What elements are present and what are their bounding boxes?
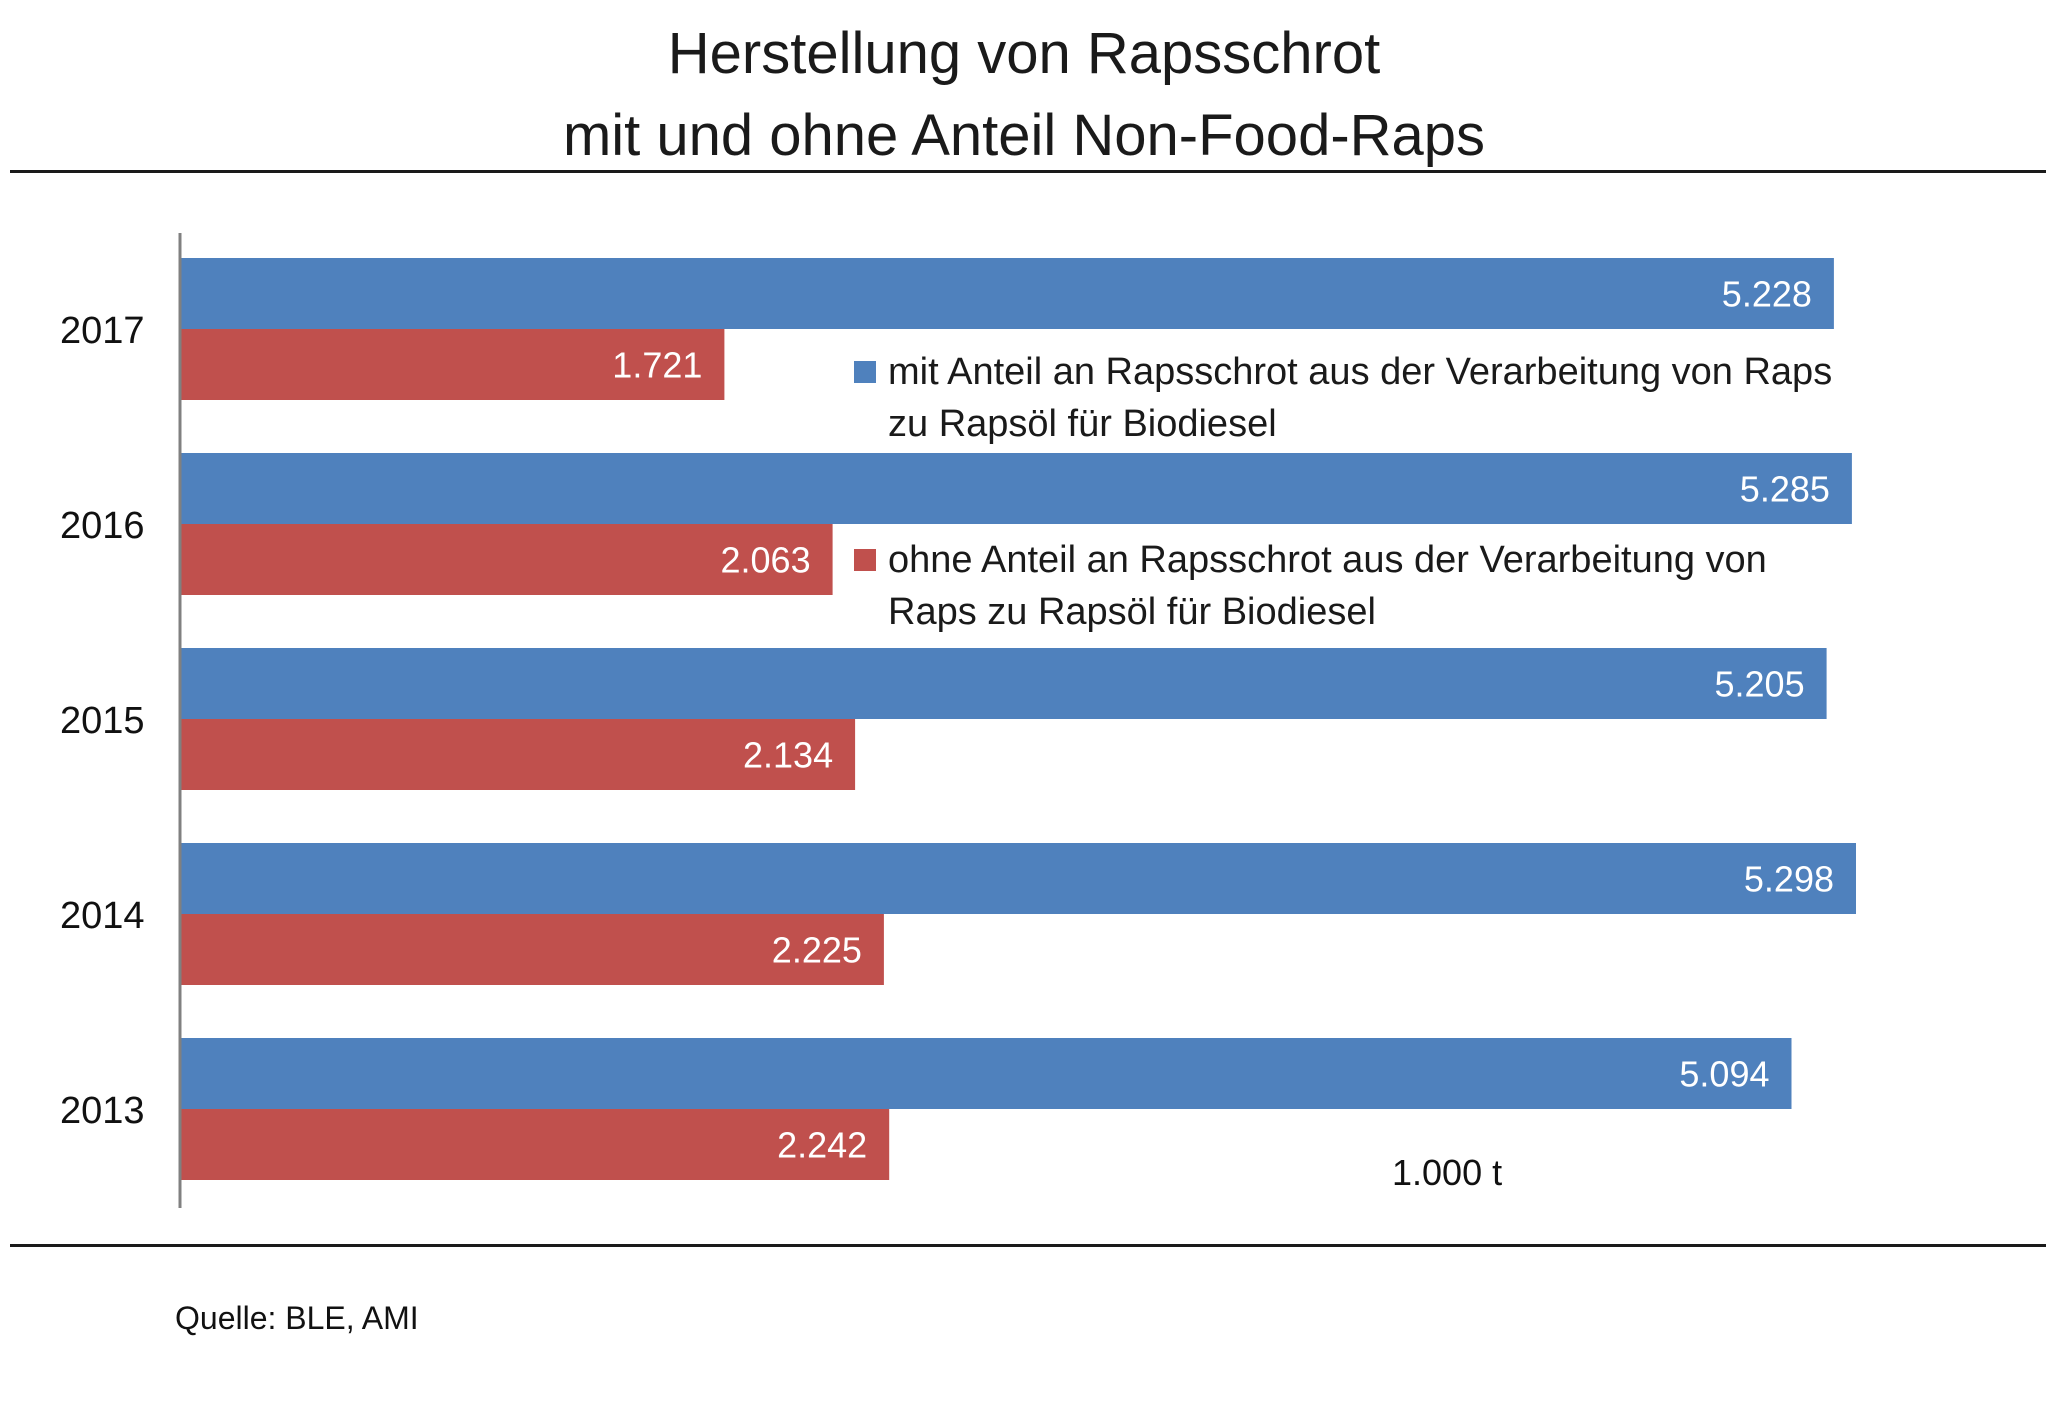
year-label-2014: 2014 [60,895,145,937]
legend-label-ohne-anteil: ohne Anteil an Rapsschrot aus der Verarb… [888,539,1767,633]
year-label-2015: 2015 [60,700,145,742]
chart-title-line-1: Herstellung von Rapsschrot [667,21,1381,86]
chart-title-line-2: mit und ohne Anteil Non-Food-Raps [562,103,1486,168]
value-label-ohne-2017: 1.721 [612,345,702,386]
year-label-2016: 2016 [60,505,145,547]
bar-mit-2016 [180,453,1852,524]
value-label-mit-2016: 5.285 [1740,469,1830,510]
value-label-ohne-2013: 2.242 [777,1125,867,1166]
legend-swatch-red [854,549,876,571]
bar-mit-2014 [180,843,1856,914]
value-label-mit-2017: 5.228 [1722,274,1812,315]
legend-item-ohne-anteil: ohne Anteil an Rapsschrot aus der Verarb… [854,534,1854,644]
legend-item-mit-anteil: mit Anteil an Rapsschrot aus der Verarbe… [854,346,1854,456]
bar-ohne-2017 [180,329,725,400]
bottom-divider [10,1244,2046,1247]
bars-group [180,258,1856,1180]
legend-label-mit-anteil: mit Anteil an Rapsschrot aus der Verarbe… [888,351,1833,445]
value-label-mit-2013: 5.094 [1679,1054,1769,1095]
bar-mit-2013 [180,1038,1792,1109]
value-labels-group: 5.228 1.721 5.285 2.063 5.205 2.134 5.298 2.225… [612,274,1834,1166]
bar-mit-2017 [180,258,1834,329]
value-label-ohne-2014: 2.225 [772,930,862,971]
year-label-2017: 2017 [60,310,145,352]
bar-ohne-2014 [180,914,884,985]
value-label-mit-2015: 5.205 [1715,664,1805,705]
top-divider [10,170,2046,173]
bar-ohne-2013 [180,1109,890,1180]
year-label-2013: 2013 [60,1090,145,1132]
bar-ohne-2015 [180,719,856,790]
x-axis-unit-label: 1.000 t [1392,1152,1503,1193]
y-axis-tick-labels: 2017 2016 2015 2014 2013 [60,310,145,1132]
value-label-ohne-2015: 2.134 [743,735,833,776]
value-label-mit-2014: 5.298 [1744,859,1834,900]
bar-mit-2015 [180,648,1827,719]
legend-swatch-blue [854,361,876,383]
bar-ohne-2016 [180,524,833,595]
source-note: Quelle: BLE, AMI [175,1300,419,1336]
value-label-ohne-2016: 2.063 [721,540,811,581]
